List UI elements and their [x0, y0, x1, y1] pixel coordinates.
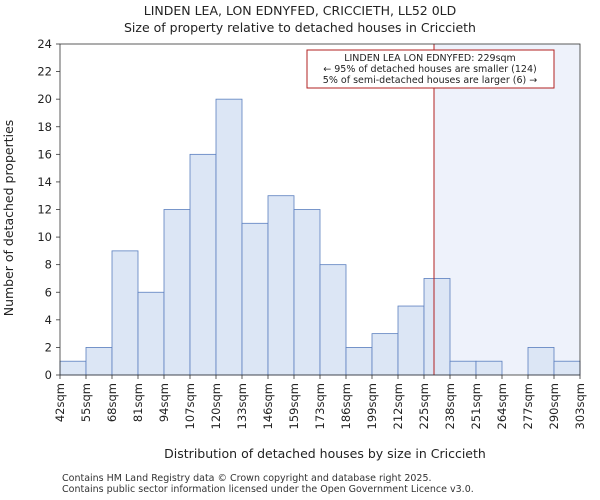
- footer-line-2: Contains public sector information licen…: [62, 483, 474, 495]
- y-tick-label: 6: [45, 285, 52, 299]
- chart-title: LINDEN LEA, LON EDNYFED, CRICCIETH, LL52…: [0, 2, 600, 36]
- footer-line-1: Contains HM Land Registry data © Crown c…: [62, 473, 432, 484]
- histogram-bar: [319, 264, 347, 376]
- x-tick-label: 186sqm: [339, 383, 353, 429]
- y-axis-label: Number of detached properties: [1, 120, 16, 317]
- histogram-bar: [475, 360, 503, 376]
- y-tick-label: 0: [45, 368, 52, 382]
- histogram-bar: [241, 222, 269, 376]
- x-tick-label: 225sqm: [417, 383, 431, 429]
- x-tick-label: 107sqm: [183, 383, 197, 429]
- bars-layer: [59, 98, 581, 376]
- x-tick-label: 133sqm: [235, 383, 249, 429]
- x-axis-ticks: 42sqm 55sqm 68sqm 81sqm 94sqm 107sqm 120sqm 133…: [53, 375, 587, 429]
- histogram-bar: [397, 305, 425, 376]
- histogram-bar: [345, 347, 373, 376]
- histogram-bar: [267, 195, 295, 376]
- histogram-bar: [59, 360, 87, 376]
- histogram-bar: [163, 209, 191, 376]
- y-tick-label: 2: [45, 340, 52, 354]
- annotation-line-3: 5% of semi-detached houses are larger (6…: [323, 75, 537, 86]
- histogram-bar: [85, 347, 113, 376]
- x-tick-label: 212sqm: [391, 383, 405, 429]
- x-tick-label: 42sqm: [53, 383, 67, 422]
- y-tick-label: 12: [37, 203, 52, 217]
- histogram-bar: [189, 153, 217, 376]
- histogram-bar: [553, 360, 581, 376]
- x-tick-label: 238sqm: [443, 383, 457, 429]
- x-tick-label: 55sqm: [79, 383, 93, 422]
- x-tick-label: 120sqm: [209, 383, 223, 429]
- y-tick-label: 4: [45, 313, 52, 327]
- histogram-bar: [527, 347, 555, 376]
- y-tick-label: 10: [37, 230, 52, 244]
- annotation-box: LINDEN LEA LON EDNYFED: 229sqm ← 95% of …: [306, 49, 555, 89]
- histogram-bar: [137, 291, 165, 376]
- y-tick-label: 24: [37, 37, 52, 51]
- histogram-bar: [293, 209, 321, 376]
- x-tick-label: 199sqm: [365, 383, 379, 429]
- x-tick-label: 264sqm: [495, 383, 509, 429]
- x-axis-label: Distribution of detached houses by size …: [164, 446, 486, 461]
- histogram-bar: [449, 360, 477, 376]
- histogram-bar: [111, 250, 139, 376]
- x-tick-label: 68sqm: [105, 383, 119, 422]
- y-tick-label: 22: [37, 65, 52, 79]
- x-tick-label: 94sqm: [157, 383, 171, 422]
- x-tick-label: 303sqm: [573, 383, 587, 429]
- annotation-line-2: ← 95% of detached houses are smaller (12…: [323, 64, 536, 75]
- annotation-frame: [306, 49, 555, 89]
- x-tick-label: 173sqm: [313, 383, 327, 429]
- histogram-bar: [215, 98, 243, 376]
- histogram-bar: [423, 278, 451, 376]
- footer: Contains HM Land Registry data © Crown c…: [62, 473, 474, 495]
- y-tick-label: 16: [37, 147, 52, 161]
- histogram-bar: [371, 333, 399, 376]
- title-line-2: Size of property relative to detached ho…: [124, 20, 476, 35]
- y-tick-label: 14: [37, 175, 52, 189]
- x-tick-label: 277sqm: [521, 383, 535, 429]
- x-tick-label: 290sqm: [547, 383, 561, 429]
- annotation-line-1: LINDEN LEA LON EDNYFED: 229sqm: [344, 53, 516, 64]
- x-tick-label: 81sqm: [131, 383, 145, 422]
- x-tick-label: 146sqm: [261, 383, 275, 429]
- y-tick-label: 8: [45, 258, 52, 272]
- shade-layer: [434, 44, 580, 375]
- title-line-1: LINDEN LEA, LON EDNYFED, CRICCIETH, LL52…: [143, 3, 457, 18]
- y-tick-label: 20: [37, 92, 52, 106]
- shaded-region: [434, 44, 580, 375]
- x-tick-label: 159sqm: [287, 383, 301, 429]
- y-tick-label: 18: [37, 120, 52, 134]
- x-tick-label: 251sqm: [469, 383, 483, 429]
